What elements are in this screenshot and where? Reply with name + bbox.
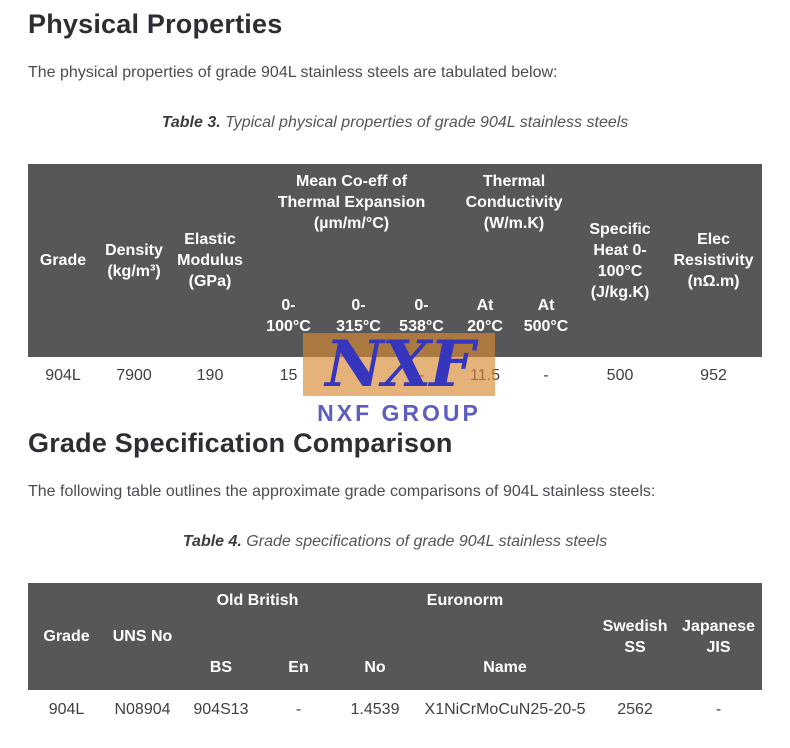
- header-cell: Thermal Conductivity (W/m.K): [453, 164, 576, 274]
- grade-specification-intro: The following table outlines the approxi…: [28, 483, 656, 500]
- header-cell: Grade: [28, 583, 105, 690]
- table4-caption-label: Table 4.: [182, 533, 242, 550]
- header-cell: Mean Co-eff of Thermal Expansion (µm/m/°…: [250, 164, 454, 274]
- header-cell: BS: [180, 645, 262, 690]
- physical-properties-intro: The physical properties of grade 904L st…: [28, 64, 558, 81]
- grade-specification-heading: Grade Specification Comparison: [28, 428, 453, 458]
- table3-caption-text: Typical physical properties of grade 904…: [220, 114, 629, 131]
- table4-caption: Table 4. Grade specifications of grade 9…: [28, 531, 762, 553]
- header-cell: Specific Heat 0- 100°C (J/kg.K): [575, 164, 666, 357]
- data-cell: 15: [279, 366, 298, 384]
- logo-monogram: NXF: [325, 326, 475, 402]
- data-cell: N08904: [114, 701, 171, 718]
- header-cell: En: [262, 645, 335, 690]
- data-cell: 2562: [617, 701, 653, 718]
- table-row: 904L N08904 904S13 - 1.4539 X1NiCrMoCuN25-20-…: [28, 690, 762, 730]
- data-cell: -: [295, 701, 302, 718]
- header-cell: Japanese JIS: [675, 583, 763, 690]
- data-cell: -: [543, 366, 549, 384]
- header-cell: No: [335, 645, 415, 690]
- header-cell: Old British: [180, 583, 335, 645]
- header-cell: Euronorm: [335, 583, 596, 645]
- data-cell: 952: [700, 366, 727, 384]
- data-cell: 7900: [116, 366, 152, 384]
- data-cell: -: [715, 701, 722, 718]
- data-cell: 904L: [45, 366, 81, 384]
- data-cell: 1.4539: [350, 701, 400, 718]
- header-cell: Grade: [28, 164, 98, 357]
- header-cell: Name: [415, 645, 596, 690]
- data-cell: 500: [606, 366, 634, 384]
- logo-watermark: NXF: [303, 326, 495, 402]
- table3-caption-label: Table 3.: [161, 114, 221, 131]
- data-cell: 190: [196, 366, 224, 384]
- header-cell: UNS No: [105, 583, 180, 690]
- header-cell: Swedish SS: [595, 583, 676, 690]
- data-cell: 904L: [48, 701, 85, 718]
- header-cell: Elec Resistivity (nΩ.m): [665, 164, 763, 357]
- physical-properties-heading: Physical Properties: [28, 9, 283, 39]
- header-cell: At 500°C: [517, 274, 576, 357]
- grade-comparison-table: Grade UNS No Old British Euronorm Swedish SS…: [28, 583, 763, 730]
- data-cell: 904S13: [193, 701, 249, 718]
- header-cell: Density (kg/m³): [98, 164, 170, 357]
- header-cell: Elastic Modulus (GPa): [170, 164, 250, 357]
- data-cell: X1NiCrMoCuN25-20-5: [424, 701, 586, 718]
- table3-caption: Table 3. Typical physical properties of …: [28, 112, 762, 134]
- logo-name: NXF GROUP: [317, 400, 481, 426]
- table4-caption-text: Grade specifications of grade 904L stain…: [241, 533, 608, 550]
